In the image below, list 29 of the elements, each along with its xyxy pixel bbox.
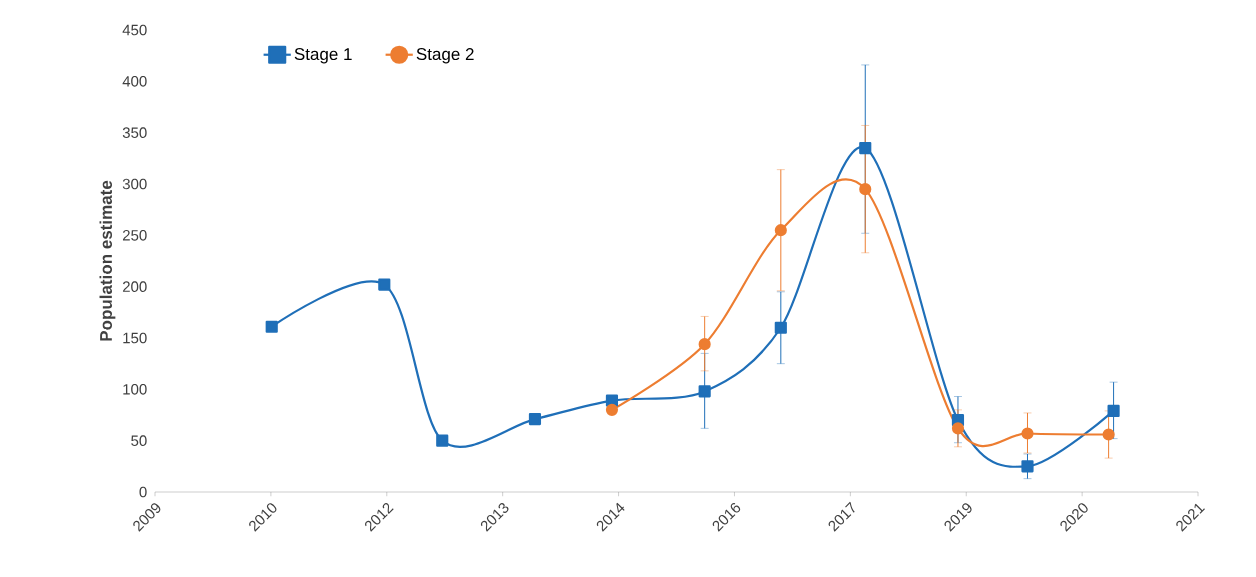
y-tick-label: 300 [122,178,147,190]
point [698,385,711,398]
point [1107,404,1120,417]
point [436,434,449,447]
point [774,321,787,334]
y-tick-label: 450 [122,24,147,36]
legend-label: Stage 1 [294,48,352,64]
y-tick-label: 350 [122,127,147,138]
point [1021,460,1034,473]
y-axis-title: Population estimate [99,180,116,341]
point [859,141,872,155]
point [528,413,542,426]
y-tick-label: 0 [139,486,147,498]
y-tick-label: 150 [123,332,147,344]
point [859,183,872,196]
y-tick-label: 50 [131,435,147,446]
point [1102,428,1115,441]
point [951,422,965,435]
point [378,278,391,291]
y-tick-label: 100 [123,384,147,395]
legend-label: Stage 2 [416,48,474,64]
y-tick-label: 400 [122,76,147,87]
point [698,338,711,351]
point [265,320,278,333]
y-tick-label: 250 [122,230,147,241]
point [1021,427,1034,440]
y-tick-label: 200 [122,281,147,292]
point [774,224,787,237]
point [605,403,619,416]
